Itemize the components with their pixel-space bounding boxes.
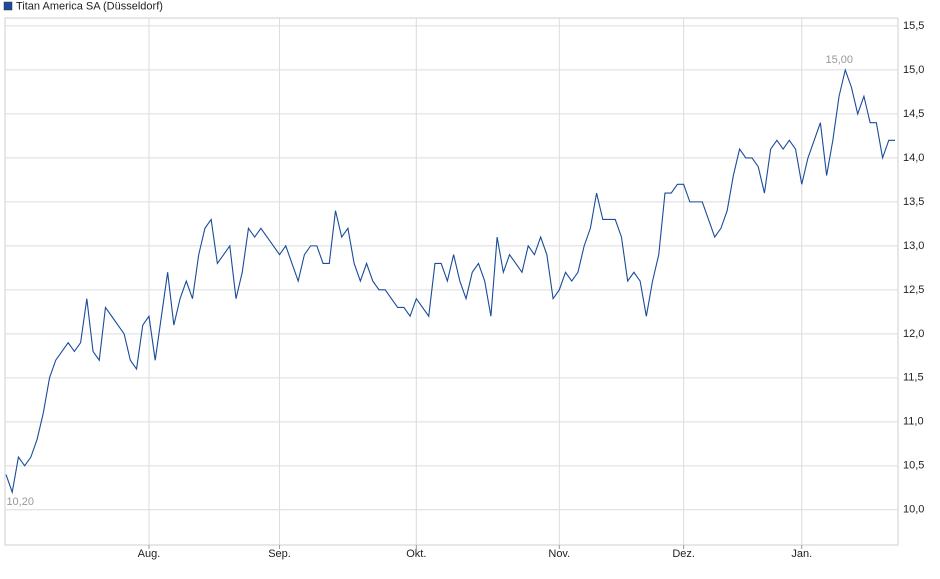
x-tick-label: Okt. (406, 548, 426, 560)
y-tick-label: 12,0 (903, 328, 924, 340)
x-tick-label: Dez. (672, 548, 695, 560)
y-tick-label: 14,0 (903, 152, 924, 164)
value-label: 15,00 (826, 54, 854, 66)
y-tick-label: 11,5 (903, 372, 924, 384)
y-tick-label: 12,5 (903, 284, 924, 296)
y-tick-label: 15,5 (903, 20, 924, 32)
y-tick-label: 15,0 (903, 64, 924, 76)
y-tick-label: 10,0 (903, 504, 924, 516)
x-tick-label: Aug. (138, 548, 161, 560)
y-tick-label: 14,5 (903, 108, 924, 120)
x-tick-label: Nov. (548, 548, 570, 560)
legend-swatch (3, 1, 13, 11)
legend-label: Titan America SA (Düsseldorf) (16, 0, 163, 12)
y-tick-label: 13,0 (903, 240, 924, 252)
plot-frame (4, 17, 899, 546)
y-tick-label: 13,5 (903, 196, 924, 208)
value-label: 10,20 (6, 496, 34, 508)
price-line (5, 67, 895, 495)
y-tick-label: 10,5 (903, 460, 924, 472)
y-tick-label: 11,0 (903, 416, 924, 428)
x-tick-label: Sep. (268, 548, 291, 560)
x-tick-label: Jan. (791, 548, 812, 560)
